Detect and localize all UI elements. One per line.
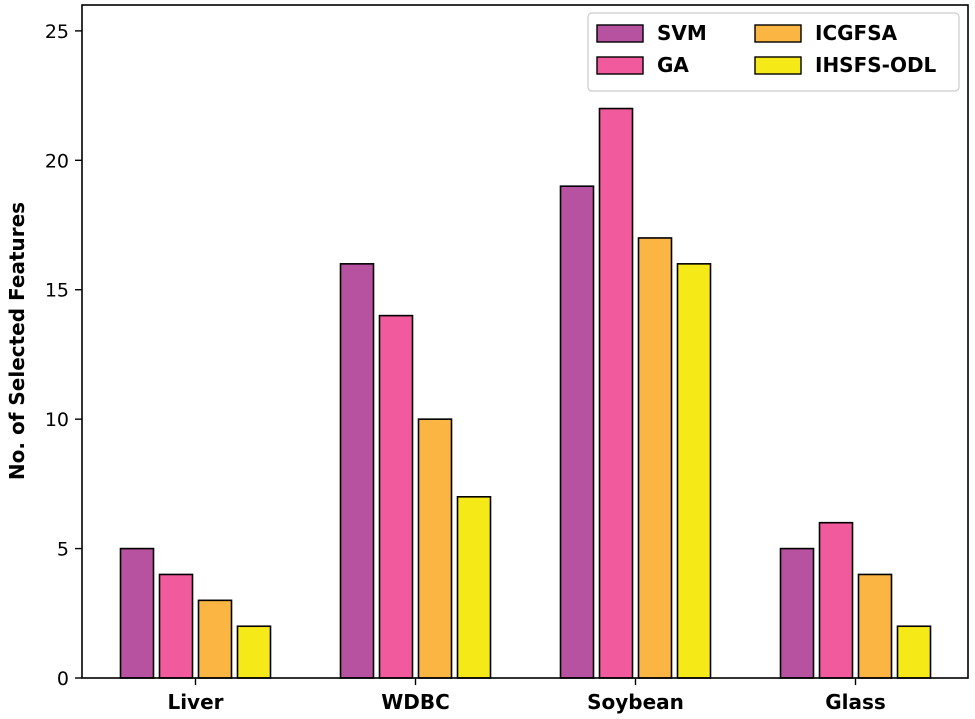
plot-frame [81,4,969,679]
legend-swatch-svm [596,24,644,43]
bar-soybean-icgfsa [637,237,673,679]
legend-box [587,12,960,92]
bar-wdbc-svm [339,263,375,679]
bar-glass-icgfsa [857,573,893,679]
bar-liver-icgfsa [197,599,233,679]
bar-liver-ihsfs-odl [236,625,272,679]
legend-label-svm: SVM [657,21,707,45]
bar-glass-ihsfs-odl [896,625,932,679]
legend-label-icgfsa: ICGFSA [815,21,898,45]
bar-wdbc-icgfsa [417,418,453,679]
bar-soybean-ga [598,107,634,679]
bar-liver-ga [158,573,194,679]
legend-swatch-icgfsa [754,24,802,43]
y-axis-title: No. of Selected Features [5,202,29,480]
legend-label-ihsfs-odl: IHSFS-ODL [815,53,937,77]
y-tick-label-20: 20 [45,150,69,172]
y-tick-label-0: 0 [57,668,69,690]
x-tick-label-wdbc: WDBC [381,690,450,714]
x-tick-label-glass: Glass [825,690,886,714]
y-tick-label-5: 5 [57,539,69,561]
bar-wdbc-ga [378,314,414,679]
legend-swatch-ga [596,56,644,75]
y-tick-label-10: 10 [45,409,69,431]
bar-liver-svm [119,547,155,679]
x-tick-label-soybean: Soybean [587,690,684,714]
y-axis: 0 5 10 15 20 25 [45,21,82,690]
y-tick-label-25: 25 [45,21,69,43]
legend-label-ga: GA [657,53,689,77]
bar-wdbc-ihsfs-odl [456,496,492,679]
bar-soybean-ihsfs-odl [676,263,712,679]
x-tick-label-liver: Liver [167,690,223,714]
legend-swatch-ihsfs-odl [754,56,802,75]
bar-soybean-svm [559,185,595,679]
bar-glass-svm [779,547,815,679]
bars-group [119,107,932,679]
y-tick-label-15: 15 [45,280,69,302]
legend: SVM GA ICGFSA IHSFS-ODL [587,12,960,92]
bar-glass-ga [818,521,854,679]
x-axis: Liver WDBC Soybean Glass [167,678,886,714]
